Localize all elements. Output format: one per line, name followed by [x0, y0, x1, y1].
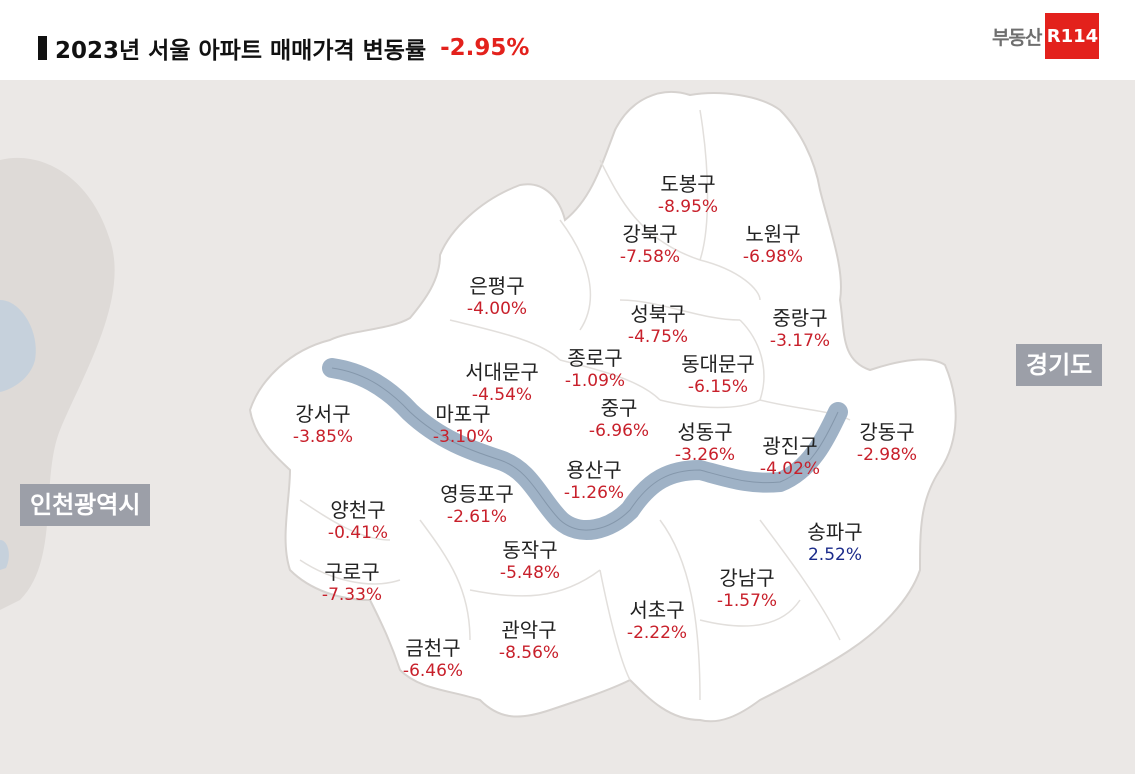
- district-dongjak: 동작구 -5.48%: [500, 538, 560, 584]
- district-value: -7.58%: [619, 247, 681, 267]
- district-value: -4.75%: [627, 327, 689, 347]
- district-gangbuk: 강북구 -7.58%: [620, 222, 680, 268]
- district-seongdong: 성동구 -3.26%: [675, 420, 735, 466]
- district-name: 성북구: [630, 302, 686, 326]
- west-sea-2: [0, 540, 9, 570]
- district-dobong: 도봉구 -8.95%: [658, 172, 718, 218]
- district-name: 송파구: [807, 520, 863, 544]
- district-name: 양천구: [330, 498, 386, 522]
- district-value: -3.17%: [769, 331, 831, 351]
- district-name: 동작구: [502, 538, 558, 562]
- district-seongbuk: 성북구 -4.75%: [628, 302, 688, 348]
- district-value: -2.61%: [446, 507, 508, 527]
- title-text: 2023년 서울 아파트 매매가격 변동률: [55, 38, 427, 64]
- han-river: [322, 358, 848, 540]
- han-river-edge: [331, 367, 839, 531]
- district-name: 서초구: [629, 598, 685, 622]
- district-seodaemun: 서대문구 -4.54%: [465, 360, 539, 406]
- district-name: 중랑구: [772, 306, 828, 330]
- district-name: 종로구: [567, 346, 623, 370]
- district-value: -8.95%: [657, 197, 719, 217]
- district-gangseo: 강서구 -3.85%: [293, 402, 353, 448]
- west-sea: [0, 300, 36, 392]
- district-value: 2.52%: [807, 545, 863, 565]
- district-name: 구로구: [324, 560, 380, 584]
- district-yeongdeungpo: 영등포구 -2.61%: [440, 482, 514, 528]
- district-value: -1.26%: [563, 483, 625, 503]
- district-name: 은평구: [469, 274, 525, 298]
- district-gwanak: 관악구 -8.56%: [499, 618, 559, 664]
- district-jongno: 종로구 -1.09%: [565, 346, 625, 392]
- district-value: -6.15%: [687, 377, 749, 397]
- district-value: -2.22%: [626, 623, 688, 643]
- district-value: -8.56%: [498, 643, 560, 663]
- district-name: 금천구: [405, 636, 461, 660]
- district-name: 영등포구: [440, 482, 514, 506]
- region-label-incheon: 인천광역시: [20, 484, 151, 526]
- district-value: -2.98%: [856, 445, 918, 465]
- district-songpa: 송파구 2.52%: [807, 520, 862, 566]
- district-jungnang: 중랑구 -3.17%: [770, 306, 830, 352]
- district-name: 동대문구: [681, 352, 755, 376]
- district-gwangjin: 광진구 -4.02%: [760, 434, 820, 480]
- district-value: -1.57%: [716, 591, 778, 611]
- district-geumcheon: 금천구 -6.46%: [403, 636, 463, 682]
- district-value: -4.02%: [759, 459, 821, 479]
- district-name: 노원구: [745, 222, 801, 246]
- district-gangnam: 강남구 -1.57%: [717, 566, 777, 612]
- district-value: -1.09%: [564, 371, 626, 391]
- district-name: 관악구: [501, 618, 557, 642]
- r114-logo: 부동산 R114: [992, 12, 1100, 60]
- district-gangdong: 강동구 -2.98%: [857, 420, 917, 466]
- district-jung: 중구 -6.96%: [589, 396, 649, 442]
- district-value: -7.33%: [321, 585, 383, 605]
- district-yongsan: 용산구 -1.26%: [564, 458, 624, 504]
- district-name: 강서구: [295, 402, 351, 426]
- district-value: -3.10%: [432, 427, 494, 447]
- district-value: -3.26%: [674, 445, 736, 465]
- seoul-boundary: [248, 90, 957, 723]
- district-name: 광진구: [762, 434, 818, 458]
- district-yangcheon: 양천구 -0.41%: [328, 498, 388, 544]
- district-value: -0.41%: [327, 523, 389, 543]
- district-value: -3.85%: [292, 427, 354, 447]
- district-eunpyeong: 은평구 -4.00%: [467, 274, 527, 320]
- district-value: -5.48%: [499, 563, 561, 583]
- district-nowon: 노원구 -6.98%: [743, 222, 803, 268]
- district-value: -4.54%: [471, 385, 533, 405]
- district-mapo: 마포구 -3.10%: [433, 402, 493, 448]
- logo-badge: R114: [1045, 13, 1100, 59]
- district-name: 강북구: [622, 222, 678, 246]
- region-label-gyeonggi: 경기도: [1016, 344, 1103, 386]
- district-name: 도봉구: [660, 172, 716, 196]
- district-value: -6.46%: [402, 661, 464, 681]
- district-value: -4.00%: [466, 299, 528, 319]
- district-value: -6.98%: [742, 247, 804, 267]
- district-name: 중구: [600, 396, 638, 420]
- title-change: -2.95%: [440, 35, 530, 61]
- district-name: 서대문구: [465, 360, 539, 384]
- logo-text: 부동산: [992, 26, 1042, 49]
- district-value: -6.96%: [588, 421, 650, 441]
- map-title: 2023년 서울 아파트 매매가격 변동률 -2.95%: [38, 28, 529, 68]
- district-dongdaemun: 동대문구 -6.15%: [681, 352, 755, 398]
- district-seocho: 서초구 -2.22%: [627, 598, 687, 644]
- title-bar-icon: [38, 36, 47, 60]
- district-name: 강남구: [719, 566, 775, 590]
- district-guro: 구로구 -7.33%: [322, 560, 382, 606]
- district-name: 용산구: [566, 458, 622, 482]
- district-name: 강동구: [859, 420, 915, 444]
- district-name: 성동구: [677, 420, 733, 444]
- district-name: 마포구: [435, 402, 491, 426]
